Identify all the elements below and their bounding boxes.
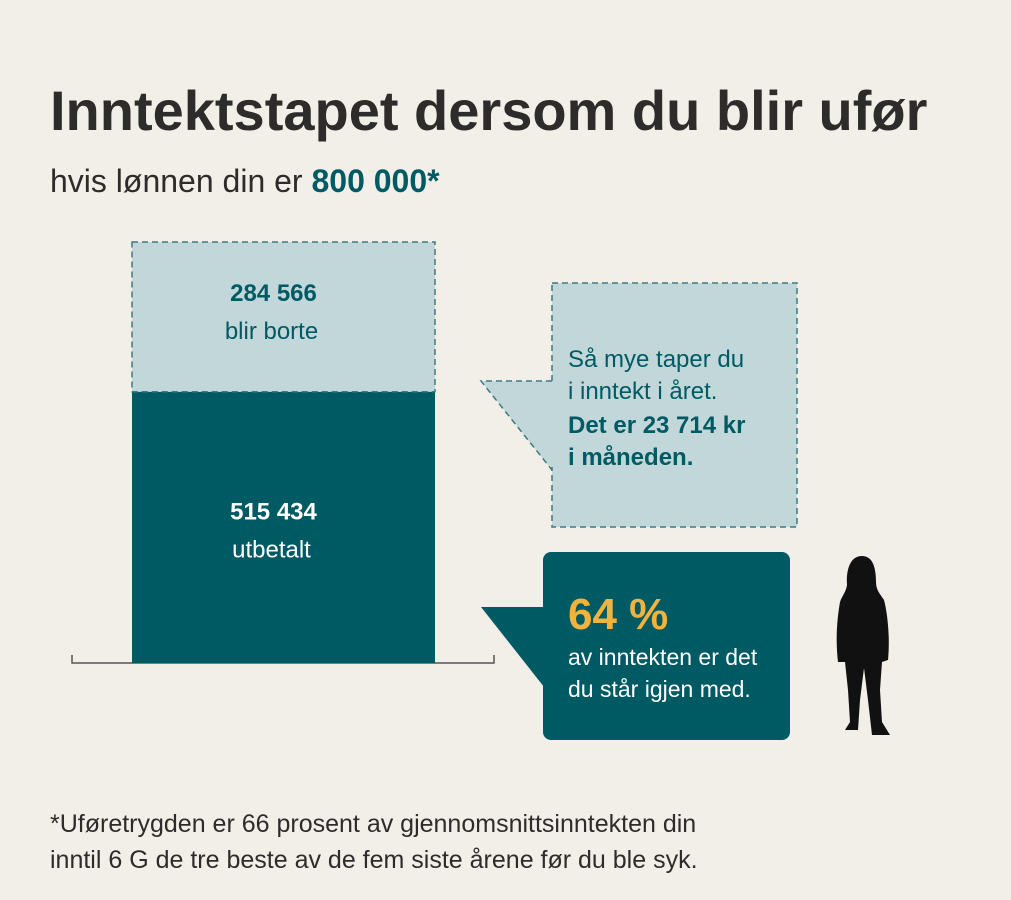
callout-text: du står igjen med.: [568, 676, 751, 702]
callout-bold-text: Det er 23 714 kr: [568, 412, 745, 439]
callout-box: [551, 282, 798, 528]
callout-text: Så mye taper du: [568, 346, 744, 373]
bar-segment: [131, 241, 436, 393]
callout-pointer-border: [479, 380, 553, 471]
callout-box: [543, 552, 790, 740]
value-label: 515 434: [230, 498, 317, 525]
series-label: blir borte: [225, 318, 318, 345]
subtitle-text: hvis lønnen din er: [50, 163, 303, 199]
callout-text: av inntekten er det: [568, 644, 758, 670]
footnote: *Uføretrygden er 66 prosent av gjennomsn…: [50, 810, 696, 838]
footnote: inntil 6 G de tre beste av de fem siste …: [50, 846, 698, 874]
callout-text: i inntekt i året.: [568, 378, 717, 405]
value-label: 284 566: [230, 280, 317, 307]
person-silhouette: [836, 556, 890, 735]
subtitle-highlight: 800 000*: [311, 163, 440, 199]
callout-bold-text: i måneden.: [568, 444, 693, 471]
callout-highlight: 64 %: [568, 590, 668, 639]
callout-join: [550, 385, 554, 467]
callout-pointer: [481, 381, 552, 470]
bar-segment: [132, 391, 435, 663]
series-label: utbetalt: [232, 536, 311, 563]
title: Inntektstapet dersom du blir ufør: [50, 79, 927, 142]
subtitle: hvis lønnen din er 800 000*: [50, 163, 440, 199]
callout-pointer: [481, 607, 548, 692]
